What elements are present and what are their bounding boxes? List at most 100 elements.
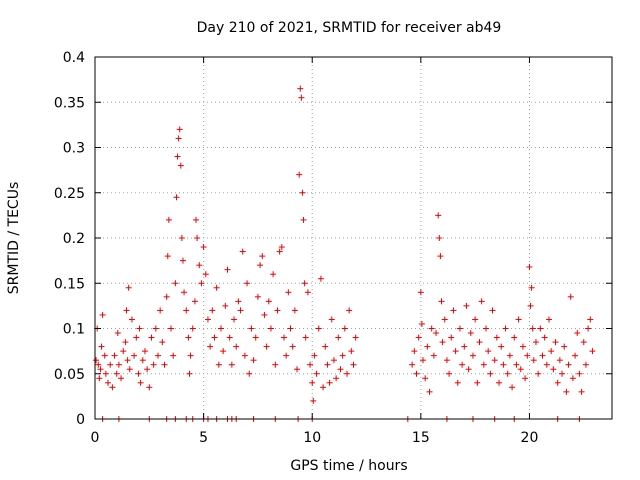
data-point <box>430 352 437 359</box>
data-point <box>576 370 583 377</box>
data-point <box>204 316 211 323</box>
data-point <box>191 298 198 305</box>
data-point <box>189 325 196 332</box>
data-point <box>519 343 526 350</box>
axis-ticks <box>94 56 612 420</box>
data-point <box>164 253 171 260</box>
data-point <box>428 325 435 332</box>
data-point <box>231 316 238 323</box>
data-point <box>569 375 576 382</box>
data-point <box>139 357 146 364</box>
data-point <box>465 366 472 373</box>
data-point <box>178 235 185 241</box>
data-point <box>472 316 479 323</box>
data-point <box>333 375 340 382</box>
data-point <box>101 352 108 359</box>
data-point <box>114 330 121 337</box>
data-point <box>461 343 468 350</box>
data-point <box>263 343 270 350</box>
data-point <box>135 370 142 377</box>
data-point <box>289 343 296 350</box>
data-point <box>298 94 305 101</box>
data-point <box>493 334 500 341</box>
data-point <box>435 212 442 219</box>
data-point <box>322 343 329 350</box>
chart-title: Day 210 of 2021, SRMTID for receiver ab4… <box>197 20 502 36</box>
data-point <box>123 307 130 314</box>
data-point <box>483 325 490 332</box>
data-point <box>532 339 539 346</box>
data-point <box>150 361 157 368</box>
data-point <box>578 388 585 395</box>
data-point <box>161 361 168 368</box>
data-point <box>259 253 266 260</box>
data-point <box>585 325 592 332</box>
y-tick-label: 0.05 <box>54 367 85 383</box>
y-tick-label: 0.15 <box>54 276 85 292</box>
data-point <box>217 325 224 332</box>
data-point <box>228 361 235 368</box>
data-point <box>446 370 453 377</box>
data-point <box>113 370 120 377</box>
data-point <box>582 361 589 368</box>
data-point <box>133 334 140 341</box>
data-point <box>422 375 429 382</box>
data-point <box>211 334 218 341</box>
data-point <box>235 298 242 305</box>
x-tick-label: 0 <box>91 430 100 446</box>
data-point <box>563 388 570 395</box>
data-point <box>537 325 544 332</box>
data-point <box>330 357 337 364</box>
data-point <box>337 366 344 373</box>
data-point <box>124 357 131 364</box>
data-point <box>304 289 311 296</box>
data-point <box>152 325 159 332</box>
data-point <box>207 343 214 350</box>
data-point <box>580 339 587 346</box>
data-point <box>93 357 100 364</box>
data-point <box>187 352 194 359</box>
data-point <box>194 235 201 241</box>
data-point <box>215 361 222 368</box>
data-point <box>413 370 420 377</box>
data-point <box>174 153 181 160</box>
data-point <box>296 171 303 178</box>
y-axis-label: SRMTID / TECUs <box>6 182 22 295</box>
data-point <box>265 298 272 305</box>
x-tick-label: 15 <box>412 430 430 446</box>
data-point <box>309 379 316 386</box>
data-point <box>111 352 118 359</box>
data-point <box>524 352 531 359</box>
data-point <box>474 379 481 386</box>
data-point <box>496 379 503 386</box>
data-point <box>196 262 203 269</box>
data-point <box>302 334 309 341</box>
data-point <box>541 334 548 341</box>
data-point <box>165 216 172 223</box>
y-tick-label: 0.2 <box>63 231 85 247</box>
data-point <box>350 361 357 368</box>
data-point <box>348 348 355 355</box>
data-point <box>417 289 424 296</box>
data-point <box>267 325 274 332</box>
data-point <box>97 366 104 373</box>
data-point <box>450 307 457 314</box>
data-point <box>535 370 542 377</box>
y-tick-label: 0.4 <box>63 50 85 66</box>
data-point <box>136 325 143 332</box>
data-point <box>131 352 138 359</box>
data-point <box>297 85 304 92</box>
data-point <box>137 379 144 386</box>
data-point <box>276 248 283 255</box>
data-point <box>420 357 427 364</box>
data-point <box>546 316 553 323</box>
data-point <box>257 262 264 269</box>
data-point <box>511 334 518 341</box>
data-point <box>529 325 536 332</box>
data-point <box>522 375 529 382</box>
data-point <box>548 348 555 355</box>
data-point <box>144 366 151 373</box>
data-point <box>239 248 246 255</box>
x-axis-label: GPS time / hours <box>290 458 407 474</box>
data-point <box>177 162 184 169</box>
